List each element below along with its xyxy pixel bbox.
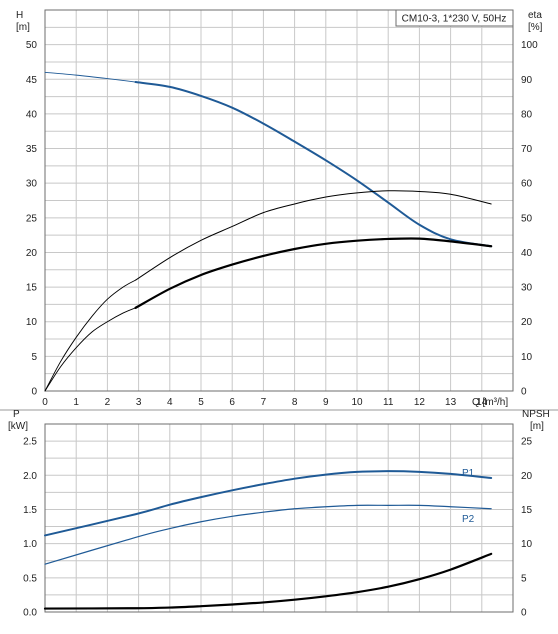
top-ticks: 0510152025303540455001020304050607080901… [26,40,538,408]
top-left-tick-label: 20 [26,248,38,259]
x-tick-label: 10 [351,397,363,408]
title-box-frame [395,9,514,27]
top-left-axis-unit: [m] [16,22,30,33]
top-left-tick-label: 40 [26,109,38,120]
x-tick-label: 11 [383,397,394,408]
top-left-tick-label: 50 [26,40,38,51]
bottom-plot-frame [44,423,514,613]
bottom-grid [45,424,513,612]
x-tick-label: 3 [136,397,142,408]
x-tick-label: 1 [73,397,79,408]
x-tick-label: 14 [476,397,488,408]
top-right-tick-label: 80 [521,109,533,120]
top-right-tick-label: 30 [521,283,533,294]
top-right-axis-label: eta [528,10,542,21]
top-grid [45,10,513,391]
bottom-left-tick-label: 2.0 [23,471,37,482]
x-tick-label: 6 [229,397,235,408]
top-right-tick-label: 70 [521,144,533,155]
bottom-left-tick-label: 1.0 [23,539,37,550]
top-left-tick-label: 30 [26,179,38,190]
bottom-left-tick-label: 2.5 [23,437,37,448]
top-right-tick-label: 50 [521,213,533,224]
bottom-right-tick-label: 0 [521,608,527,619]
top-right-tick-label: 60 [521,179,533,190]
series-label-p2: P2 [462,514,475,525]
bottom-right-tick-label: 10 [521,539,533,550]
top-right-tick-label: 100 [521,40,538,51]
x-tick-label: 4 [167,397,173,408]
top-left-axis-label: H [16,10,23,21]
top-left-tick-label: 15 [26,283,38,294]
top-panel: 0510152025303540455001020304050607080901… [16,9,543,408]
top-plot-frame [44,9,514,392]
x-tick-label: 7 [261,397,267,408]
top-right-tick-label: 90 [521,75,533,86]
top-left-tick-label: 10 [26,317,38,328]
efficiency-total-curve [134,190,492,281]
top-right-tick-label: 0 [521,387,527,398]
bottom-ticks: 0.0 0.5 1.0 1.5 2.0 2.5 0 5 10 15 20 25 [23,437,532,619]
top-right-tick-label: 20 [521,317,533,328]
efficiency-curve [134,237,493,309]
bottom-right-tick-label: 5 [521,573,527,584]
top-right-tick-label: 40 [521,248,533,259]
x-tick-label: 0 [42,397,48,408]
npsh-curve [43,552,493,610]
top-left-tick-label: 35 [26,144,38,155]
efficiency-extrapolated-curve [44,307,136,392]
bottom-series [43,470,493,610]
bottom-left-axis-label: P [13,409,20,420]
bottom-right-tick-label: 15 [521,505,533,516]
bottom-left-tick-label: 0.0 [23,608,37,619]
series-p1-curve [44,470,493,537]
top-left-tick-label: 0 [31,387,37,398]
efficiency-total-extrapolated-curve [44,279,136,392]
bottom-right-tick-label: 20 [521,471,533,482]
top-left-tick-label: 25 [26,213,38,224]
x-axis-label: Q [m³/h] [472,397,508,408]
top-left-tick-label: 45 [26,75,38,86]
x-tick-label: 5 [198,397,204,408]
x-tick-label: 13 [445,397,457,408]
x-tick-label: 2 [105,397,111,408]
head-curve [134,81,493,248]
bottom-panel: 0.0 0.5 1.0 1.5 2.0 2.5 0 5 10 15 20 25 P [kW] NPSH… [8,409,550,619]
bottom-left-tick-label: 0.5 [23,573,37,584]
bottom-left-tick-label: 1.5 [23,505,37,516]
x-tick-label: 12 [414,397,426,408]
x-tick-label: 8 [292,397,298,408]
top-right-axis-unit: [%] [528,22,543,33]
bottom-right-axis-label: NPSH [522,409,550,420]
bottom-left-axis-unit: [kW] [8,421,28,432]
bottom-right-tick-label: 25 [521,437,533,448]
top-right-tick-label: 10 [521,352,533,363]
chart-title: CM10-3, 1*230 V, 50Hz [402,14,507,25]
series-label-p1: P1 [462,468,475,479]
top-title-box: CM10-3, 1*230 V, 50Hz [395,9,514,27]
top-left-tick-label: 5 [31,352,37,363]
head-extrapolated-curve [44,71,136,83]
bottom-right-axis-unit: [m] [530,421,544,432]
x-tick-label: 9 [323,397,329,408]
top-series [44,71,493,392]
series-p2-curve [44,504,492,565]
